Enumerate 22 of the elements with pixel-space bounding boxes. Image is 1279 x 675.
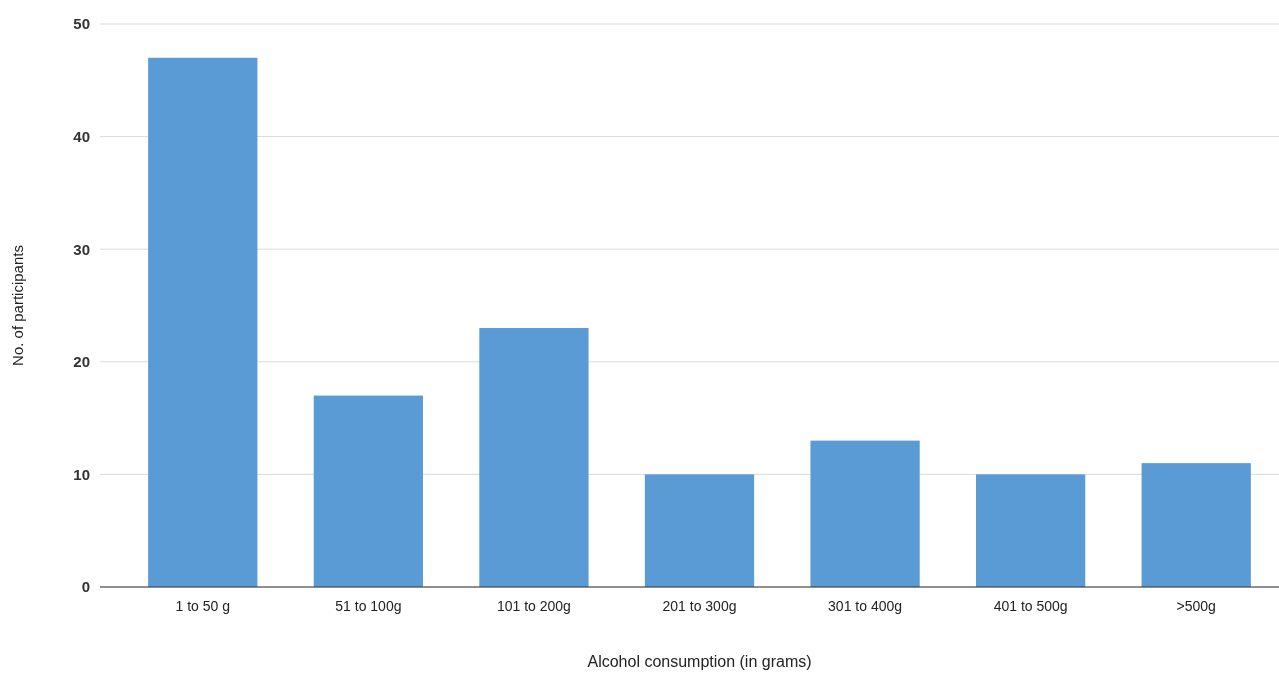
bar — [313, 395, 423, 587]
x-tick-label: 51 to 100g — [335, 597, 402, 614]
bar — [976, 474, 1086, 587]
x-tick-label: 201 to 300g — [662, 597, 737, 614]
bar — [148, 57, 258, 587]
x-axis-title: Alcohol consumption (in grams) — [587, 653, 812, 670]
y-tick-label: 20 — [73, 353, 90, 371]
bar — [1141, 463, 1251, 587]
y-tick-label: 50 — [73, 15, 90, 33]
y-tick-label: 40 — [73, 127, 90, 145]
y-axis-title: No. of participants — [9, 245, 26, 366]
y-tick-label: 10 — [73, 465, 90, 483]
x-tick-label: 301 to 400g — [828, 597, 903, 614]
x-tick-label: 101 to 200g — [496, 597, 571, 614]
bar — [479, 328, 589, 587]
y-tick-label: 30 — [73, 240, 90, 258]
bar — [644, 474, 755, 587]
bar — [810, 440, 920, 587]
x-tick-label: 401 to 500g — [993, 597, 1068, 614]
y-tick-label: 0 — [81, 578, 90, 596]
x-tick-label: >500g — [1176, 597, 1216, 614]
x-tick-label: 1 to 50 g — [175, 597, 231, 614]
